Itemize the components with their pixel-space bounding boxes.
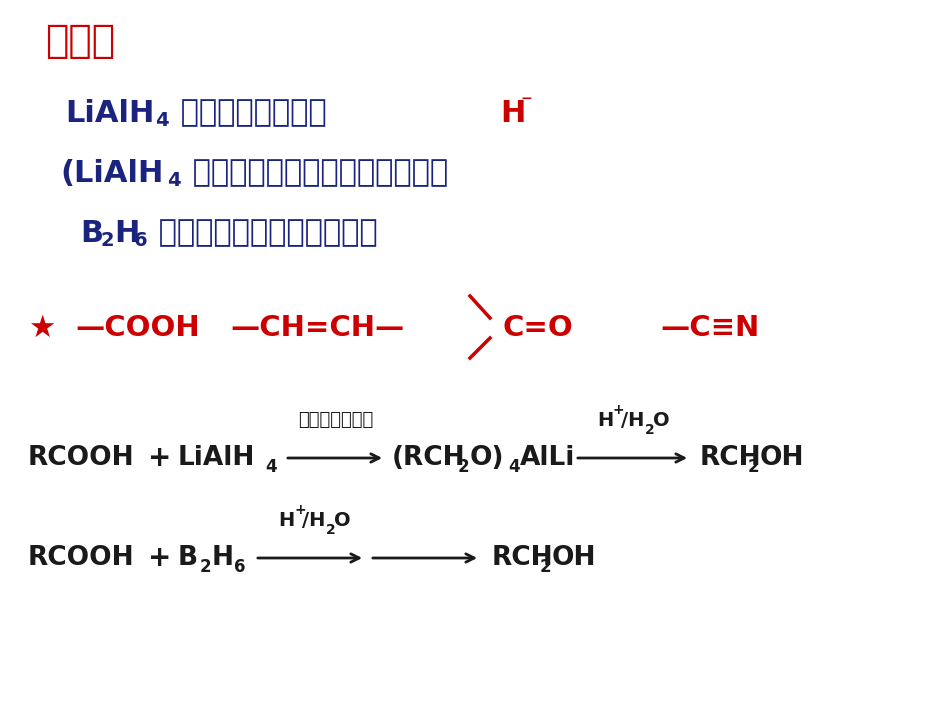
Text: 2: 2 xyxy=(645,423,655,437)
Text: O: O xyxy=(334,511,351,530)
Text: （中间经历醛）: （中间经历醛） xyxy=(298,411,373,429)
Text: LiAlH: LiAlH xyxy=(65,98,154,128)
Text: 活泼，空气中自然，遇水反应）: 活泼，空气中自然，遇水反应） xyxy=(182,158,448,188)
Text: OH: OH xyxy=(552,545,597,571)
Text: 提供强亲核能力的: 提供强亲核能力的 xyxy=(170,98,337,128)
Text: 4: 4 xyxy=(167,172,180,190)
Text: —COOH: —COOH xyxy=(75,314,200,342)
Text: 2: 2 xyxy=(540,558,552,576)
Text: 2: 2 xyxy=(200,558,212,576)
Text: O: O xyxy=(653,411,670,429)
Text: RCOOH: RCOOH xyxy=(28,445,135,471)
Text: O): O) xyxy=(470,445,504,471)
Text: +: + xyxy=(148,544,171,572)
Text: 对许多官能团有还原活性：: 对许多官能团有还原活性： xyxy=(148,218,377,247)
Text: 4: 4 xyxy=(155,111,169,130)
Text: 4: 4 xyxy=(265,458,276,476)
Text: 2: 2 xyxy=(100,232,114,250)
Text: LiAlH: LiAlH xyxy=(178,445,256,471)
Text: H: H xyxy=(114,218,140,247)
Text: 6: 6 xyxy=(234,558,245,576)
Text: /H: /H xyxy=(302,511,325,530)
Text: RCH: RCH xyxy=(700,445,762,471)
Text: OH: OH xyxy=(760,445,805,471)
Text: (RCH: (RCH xyxy=(392,445,466,471)
Text: ⁻: ⁻ xyxy=(521,93,533,113)
Text: B: B xyxy=(178,545,199,571)
Text: ★: ★ xyxy=(28,314,55,342)
Text: —C≡N: —C≡N xyxy=(660,314,759,342)
Text: RCOOH: RCOOH xyxy=(28,545,135,571)
Text: +: + xyxy=(294,503,306,517)
Text: +: + xyxy=(613,403,625,417)
Text: H: H xyxy=(500,98,525,128)
Text: RCH: RCH xyxy=(492,545,554,571)
Text: +: + xyxy=(148,444,171,472)
Text: 6: 6 xyxy=(134,232,147,250)
Text: H: H xyxy=(212,545,234,571)
Text: —CH=CH—: —CH=CH— xyxy=(230,314,405,342)
Text: /H: /H xyxy=(621,411,644,429)
Text: 机理：: 机理： xyxy=(45,22,115,60)
Text: C=O: C=O xyxy=(502,314,573,342)
Text: B: B xyxy=(80,218,104,247)
Text: 2: 2 xyxy=(326,523,335,537)
Text: AlLi: AlLi xyxy=(520,445,576,471)
Text: (LiAlH: (LiAlH xyxy=(60,158,163,188)
Text: H: H xyxy=(278,511,294,530)
Text: H: H xyxy=(597,411,614,429)
Text: 2: 2 xyxy=(458,458,469,476)
Text: 2: 2 xyxy=(748,458,760,476)
Text: 4: 4 xyxy=(508,458,520,476)
